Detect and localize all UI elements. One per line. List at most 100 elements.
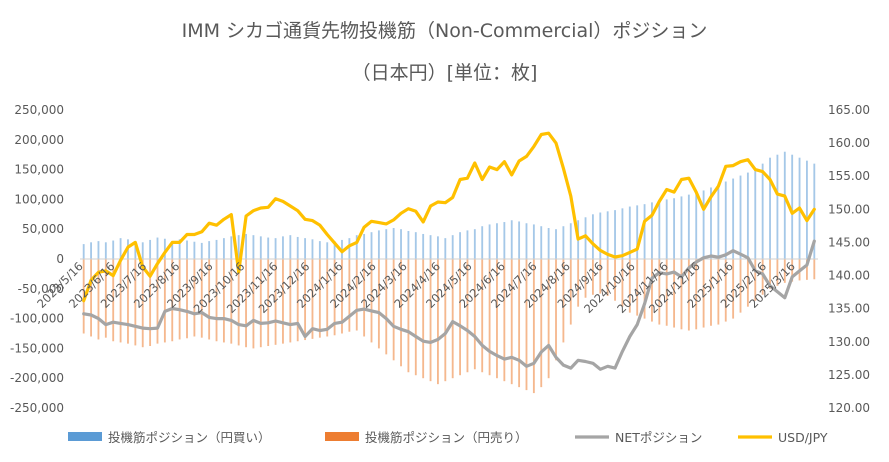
bar-long	[385, 229, 388, 259]
bar-short	[791, 259, 794, 282]
bar-short	[104, 259, 107, 338]
bar-long	[370, 232, 373, 259]
bar-long	[466, 230, 469, 259]
bar-short	[392, 259, 395, 361]
bar-long	[82, 244, 85, 259]
bar-short	[806, 259, 808, 280]
bar-short	[178, 259, 181, 340]
bar-short	[562, 259, 565, 343]
bar-short	[414, 259, 417, 376]
bar-short	[282, 259, 284, 344]
bar-long	[422, 233, 425, 259]
bar-long	[326, 242, 329, 259]
bar-long	[134, 241, 137, 259]
bar-short	[503, 259, 506, 382]
left-axis-tick-label: -200,000	[10, 371, 64, 385]
bar-long	[237, 235, 240, 259]
bar-short	[341, 259, 343, 334]
bar-short	[488, 259, 491, 376]
bar-short	[422, 259, 425, 379]
bar-long	[318, 241, 321, 259]
bar-short	[473, 259, 476, 370]
bar-long	[90, 242, 92, 259]
bar-long	[562, 226, 565, 259]
bar-short	[245, 259, 247, 348]
bar-long	[628, 206, 631, 259]
bar-short	[429, 259, 432, 382]
bar-long	[651, 202, 653, 259]
bar-short	[400, 259, 402, 367]
bar-long	[658, 200, 661, 259]
bar-long	[724, 181, 727, 259]
legend-label: 投機筋ポジション（円買い）	[108, 430, 271, 445]
bar-short	[584, 259, 587, 298]
bar-short	[318, 259, 321, 338]
bar-short	[363, 259, 366, 337]
bar-long	[400, 229, 402, 259]
bar-short	[437, 259, 439, 385]
usdjpy-line	[82, 131, 816, 303]
bar-long	[311, 239, 314, 259]
bar-short	[525, 259, 528, 391]
left-axis-tick-label: -150,000	[10, 341, 64, 355]
bar-long	[687, 194, 690, 259]
legend-label: 投機筋ポジション（円売り）	[365, 430, 528, 445]
bar-short	[326, 259, 329, 337]
bar-long	[267, 237, 270, 259]
bar-long	[230, 236, 233, 259]
bar-short	[377, 259, 380, 349]
bar-long	[746, 172, 749, 259]
bar-short	[222, 259, 225, 343]
bar-short	[643, 259, 646, 319]
bar-long	[732, 178, 735, 259]
bar-short	[304, 259, 307, 341]
bar-long	[518, 221, 521, 259]
bar-long	[222, 238, 225, 259]
bar-long	[178, 239, 181, 259]
bar-long	[208, 241, 211, 259]
right-axis-tick-label: 120.00	[828, 401, 870, 415]
bar-short	[776, 259, 779, 286]
bar-short	[252, 259, 255, 349]
bar-long	[282, 236, 284, 259]
bar-long	[363, 233, 366, 259]
bar-long	[547, 228, 550, 259]
bar-long	[163, 238, 166, 259]
bar-short	[591, 259, 594, 295]
legend-swatch	[68, 432, 102, 441]
bar-short	[606, 259, 609, 296]
bar-short	[333, 259, 336, 336]
bar-short	[481, 259, 484, 373]
bar-short	[769, 259, 771, 289]
bar-long	[348, 238, 351, 259]
right-axis-tick-label: 125.00	[828, 368, 870, 382]
bar-long	[252, 235, 255, 259]
bar-short	[658, 259, 661, 325]
bar-short	[230, 259, 233, 344]
legend-label: NETポジション	[615, 430, 702, 445]
bar-long	[215, 239, 218, 259]
left-axis-tick-label: -50,000	[18, 282, 64, 296]
bar-short	[141, 259, 144, 348]
bar-short	[444, 259, 447, 382]
bar-long	[296, 236, 299, 259]
bar-short	[466, 259, 469, 373]
bar-short	[97, 259, 100, 340]
bar-short	[680, 259, 683, 330]
bar-long	[665, 199, 668, 259]
bar-long	[791, 154, 794, 259]
bar-long	[806, 160, 808, 259]
right-axis-tick-label: 160.00	[828, 136, 870, 150]
bar-long	[171, 241, 174, 259]
bar-long	[496, 223, 498, 259]
bar-long	[473, 229, 476, 259]
bar-short	[119, 259, 122, 343]
left-axis-tick-label: 100,000	[14, 192, 64, 206]
bar-long	[112, 240, 115, 259]
bar-long	[525, 223, 528, 259]
bar-long	[407, 230, 410, 259]
bar-short	[355, 259, 358, 331]
bar-short	[296, 259, 299, 342]
bar-short	[127, 259, 129, 344]
right-axis-tick-label: 130.00	[828, 335, 870, 349]
